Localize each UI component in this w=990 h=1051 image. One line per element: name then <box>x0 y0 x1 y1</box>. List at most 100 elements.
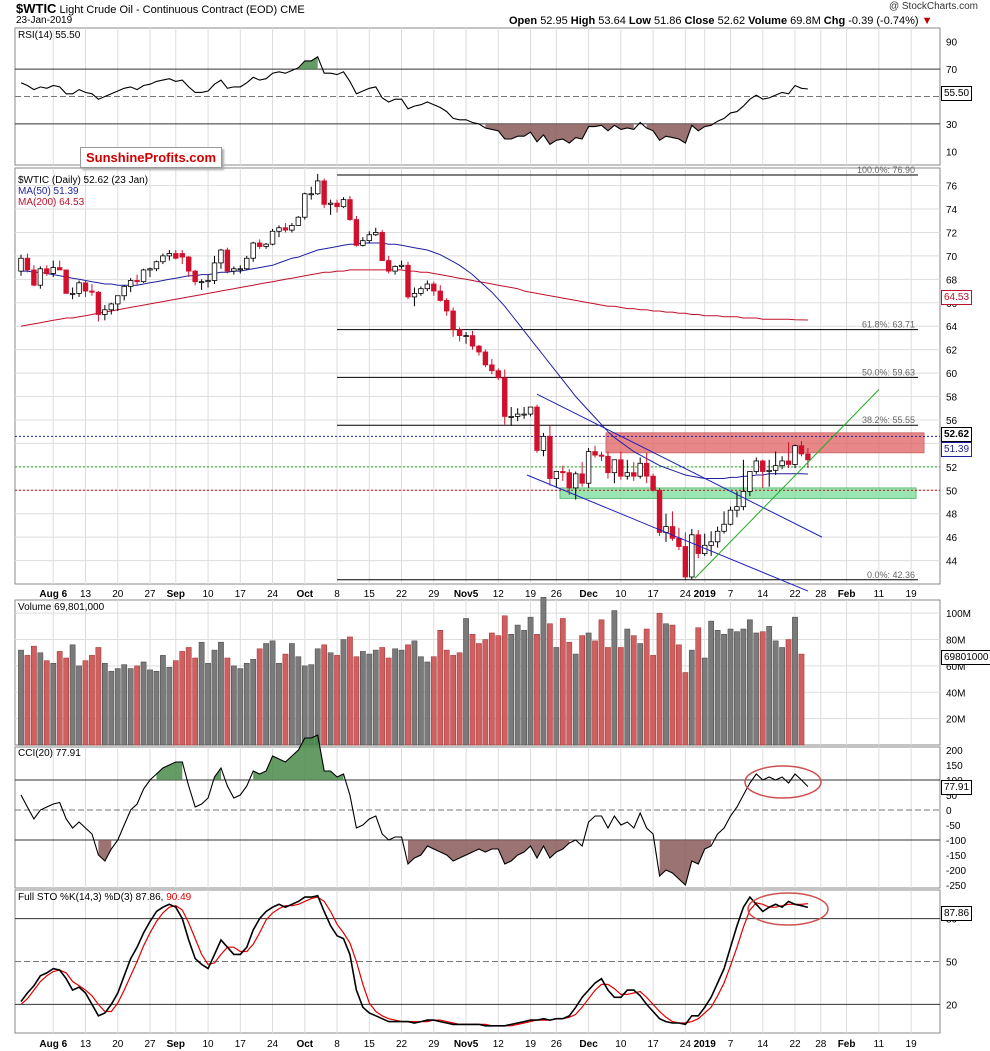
volume-bar <box>366 653 373 746</box>
cci-tick--150: -150 <box>946 851 966 862</box>
volume-bar <box>630 635 637 746</box>
bottom-xlabel-115: 14 <box>757 1039 769 1050</box>
volume-bar <box>231 665 237 746</box>
candle-body <box>631 472 637 477</box>
volume-bar <box>508 634 515 746</box>
rsi-tick-30: 30 <box>946 120 958 131</box>
volume-bar <box>276 663 282 746</box>
candle-body <box>57 267 63 271</box>
candle-body <box>398 264 405 267</box>
volume-bar <box>211 649 218 746</box>
rsi-oversold-fill <box>646 123 712 144</box>
candle-body <box>211 262 218 281</box>
cci-tick--100: -100 <box>946 836 966 847</box>
candle-body <box>766 469 772 472</box>
open-value: 52.95 <box>540 15 568 27</box>
candle-body <box>218 249 224 264</box>
volume-bar <box>160 655 166 746</box>
cci-line <box>20 734 809 887</box>
candle-body <box>282 227 289 231</box>
bottom-xlabel-98: 17 <box>648 1039 660 1050</box>
price-tick-76: 76 <box>946 182 958 193</box>
volume-bar <box>463 618 469 746</box>
volume-bar <box>327 652 334 746</box>
sto-k-line <box>20 894 809 1027</box>
candle-body <box>476 345 482 353</box>
candle-body <box>437 290 443 301</box>
candle-body <box>502 377 508 417</box>
bottom-xlabel-138: 19 <box>906 1039 918 1050</box>
volume-bar <box>385 657 392 746</box>
bottom-xlabel-128: Feb <box>838 1039 856 1050</box>
volume-bar <box>102 663 108 746</box>
volume-bar <box>495 635 502 746</box>
candle-body <box>456 329 463 336</box>
candle-body <box>760 460 766 472</box>
volume-bar <box>734 631 740 746</box>
candle-body <box>379 232 385 261</box>
candle-body <box>353 219 360 246</box>
volume-bar <box>534 634 540 746</box>
candle-body <box>147 268 153 271</box>
candle-body <box>308 193 314 196</box>
candle-body <box>656 489 663 533</box>
price-xlabel-24: Sep <box>167 589 185 600</box>
volume-bar <box>37 652 44 746</box>
candle-body <box>76 282 82 294</box>
candle-body <box>424 283 431 290</box>
candle-body <box>360 240 366 246</box>
volume-bar <box>688 649 695 746</box>
sto-annotation-ellipse <box>747 892 829 926</box>
volume-bar <box>127 668 134 746</box>
volume-bar <box>192 657 199 746</box>
price-xlabel-49: 8 <box>334 589 340 600</box>
volume-bar <box>759 631 766 746</box>
cci-title: CCI(20) 77.91 <box>18 748 81 759</box>
candle-body <box>289 225 295 231</box>
volume-bar <box>527 616 534 746</box>
candle-body <box>521 413 527 416</box>
price-xlabel-138: 19 <box>906 589 918 600</box>
volume-bar <box>24 655 31 746</box>
low-label: Low <box>628 15 651 27</box>
sto-title: Full STO %K(14,3) %D(3) 87.86, 90.49 <box>18 892 191 903</box>
candle-body <box>231 268 237 272</box>
candle-body <box>63 269 69 294</box>
volume-bar <box>50 663 57 746</box>
rsi-tick-70: 70 <box>946 65 958 76</box>
volume-bar <box>579 635 585 746</box>
price-panel-frame <box>14 167 941 585</box>
volume-bar <box>121 664 128 746</box>
candle-body <box>411 292 418 298</box>
candle-body <box>263 243 269 247</box>
close-label: Close <box>684 15 715 27</box>
volume-bar <box>572 653 579 746</box>
candle-body <box>102 309 108 315</box>
volume-bar <box>269 640 276 746</box>
candle-body <box>334 202 340 208</box>
volume-bar <box>618 647 624 746</box>
candle-body <box>695 534 701 554</box>
bottom-xlabel-103: 24 <box>680 1039 692 1050</box>
volume-bar <box>514 624 521 746</box>
volume-tick-3: 80M <box>946 636 965 647</box>
fib-label-2: 50.0%: 59.63 <box>862 367 915 377</box>
candle-body <box>192 270 198 283</box>
fib-label-1: 61.8%: 63.71 <box>862 320 915 330</box>
candle-body <box>244 257 250 270</box>
bottom-xlabel-74: 12 <box>493 1039 505 1050</box>
volume-bar <box>798 653 805 746</box>
bottom-xlabel-54: 15 <box>364 1039 376 1050</box>
volume-bar <box>779 647 785 746</box>
candle-body <box>514 413 521 417</box>
price-xlabel-103: 24 <box>680 589 692 600</box>
candle-body <box>734 506 740 511</box>
rsi-title-text: RSI(14) 55.50 <box>18 30 81 41</box>
candle-body <box>676 537 682 547</box>
sto-tick-20: 20 <box>946 1000 958 1011</box>
candle-body <box>753 460 759 472</box>
volume-tick-2: 60M <box>946 662 965 673</box>
bottom-xlabel-15: 20 <box>112 1039 124 1050</box>
cci-tick-50: 50 <box>946 791 958 802</box>
volume-bar <box>321 644 327 746</box>
